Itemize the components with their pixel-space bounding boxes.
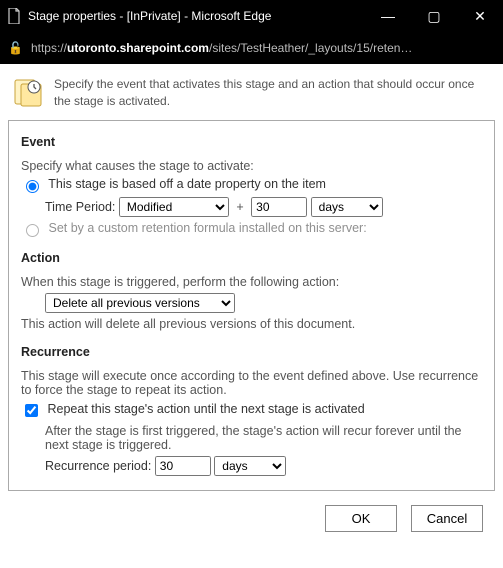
action-note: This action will delete all previous ver… [21,317,482,331]
time-period-label: Time Period: [45,200,115,214]
recurrence-period-label: Recurrence period: [45,459,151,473]
recurrence-checkbox-row: Repeat this stage's action until the nex… [21,401,482,420]
minimize-button[interactable]: — [365,0,411,32]
event-option-date[interactable]: This stage is based off a date property … [21,177,326,191]
event-option-date-label: This stage is based off a date property … [48,177,326,191]
action-select-row: Delete all previous versions [45,293,482,313]
event-radio-formula[interactable] [26,224,39,237]
time-property-select[interactable]: Modified [119,197,229,217]
recurrence-value-input[interactable] [155,456,211,476]
recurrence-subnote: After the stage is first triggered, the … [45,424,482,452]
close-button[interactable]: ✕ [457,0,503,32]
event-option-formula-label: Set by a custom retention formula instal… [48,221,366,235]
plus-sign: + [236,200,243,214]
event-option-formula[interactable]: Set by a custom retention formula instal… [21,221,367,235]
window-titlebar: Stage properties - [InPrivate] - Microso… [0,0,503,32]
action-intro: When this stage is triggered, perform th… [21,275,482,289]
event-option-date-row: This stage is based off a date property … [21,177,482,193]
header-description: Specify the event that activates this st… [54,76,491,110]
url-text: https://utoronto.sharepoint.com/sites/Te… [31,41,412,55]
stage-icon [12,76,44,108]
page-icon [6,8,22,24]
event-option-formula-row: Set by a custom retention formula instal… [21,221,482,237]
url-host: utoronto.sharepoint.com [67,41,209,55]
recurrence-checkbox[interactable] [25,404,38,417]
lock-icon: 🔓 [8,41,23,55]
time-unit-select[interactable]: days [311,197,383,217]
recurrence-checkbox-label-wrap[interactable]: Repeat this stage's action until the nex… [21,402,365,416]
page-body: Specify the event that activates this st… [0,64,503,546]
maximize-button[interactable]: ▢ [411,0,457,32]
recurrence-intro: This stage will execute once according t… [21,369,482,397]
url-path: /sites/TestHeather/_layouts/15/reten… [209,41,412,55]
action-select[interactable]: Delete all previous versions [45,293,235,313]
window-title: Stage properties - [InPrivate] - Microso… [28,9,365,23]
event-intro: Specify what causes the stage to activat… [21,159,482,173]
event-radio-date[interactable] [26,180,39,193]
page-header: Specify the event that activates this st… [8,72,495,120]
time-period-row: Time Period: Modified + days [45,197,482,217]
event-heading: Event [21,135,482,149]
recurrence-checkbox-label: Repeat this stage's action until the nex… [47,402,364,416]
settings-panel: Event Specify what causes the stage to a… [8,120,495,491]
window-controls: — ▢ ✕ [365,0,503,32]
ok-button[interactable]: OK [325,505,397,532]
recurrence-period-row: Recurrence period: days [45,456,482,476]
address-bar[interactable]: 🔓 https://utoronto.sharepoint.com/sites/… [0,32,503,64]
url-prefix: https:// [31,41,67,55]
time-value-input[interactable] [251,197,307,217]
action-heading: Action [21,251,482,265]
cancel-button[interactable]: Cancel [411,505,483,532]
recurrence-heading: Recurrence [21,345,482,359]
dialog-footer: OK Cancel [8,491,495,546]
recurrence-unit-select[interactable]: days [214,456,286,476]
